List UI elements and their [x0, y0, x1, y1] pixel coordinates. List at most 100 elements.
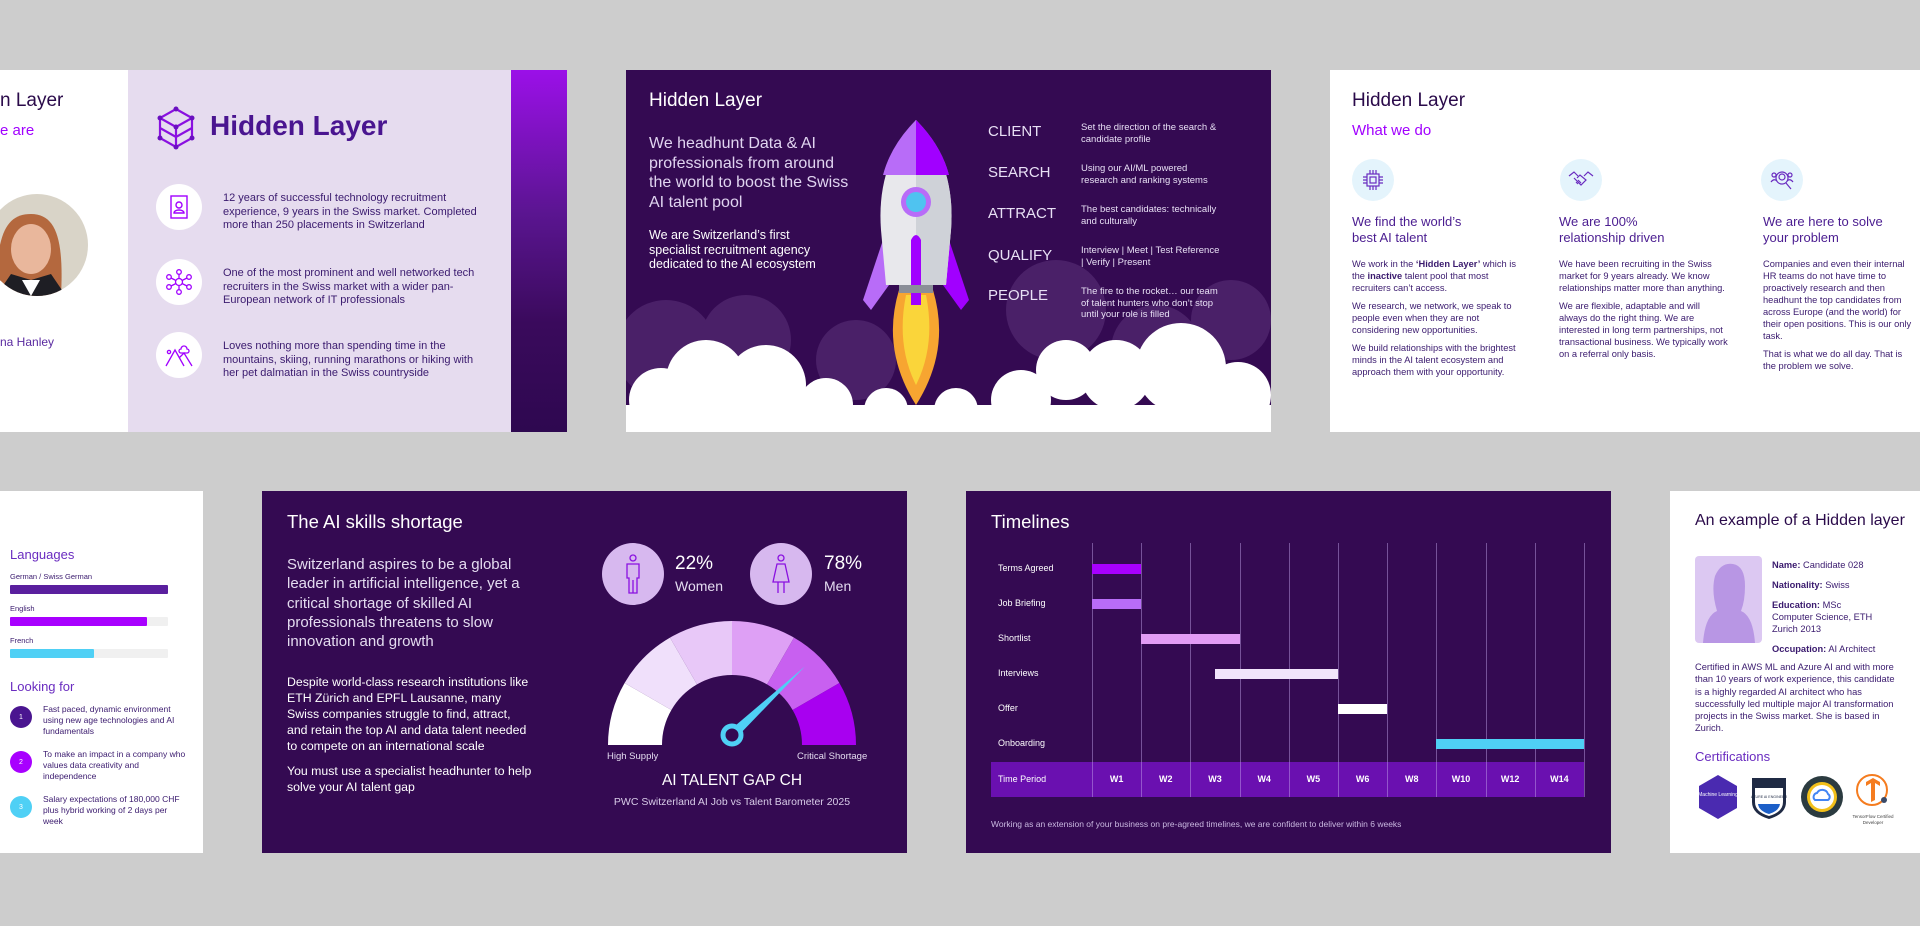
handshake-icon — [1560, 159, 1602, 201]
talent-gap-gauge — [608, 621, 856, 747]
candidate-bio: Certified in AWS ML and Azure AI and wit… — [1695, 662, 1895, 734]
column-body: Companies and even their internal HR team… — [1763, 258, 1913, 372]
slide-title: Hidden Layer — [649, 90, 763, 111]
number-badge: 2 — [10, 751, 32, 773]
slide-title: An example of a Hidden layer — [1695, 512, 1905, 529]
field-value: AI Architect — [1828, 644, 1876, 654]
heading-line: best AI talent — [1352, 230, 1428, 245]
task-label: Offer — [998, 703, 1018, 713]
time-period-band — [991, 762, 1584, 797]
week-label: W8 — [1405, 774, 1419, 784]
slide-title: Timelines — [991, 511, 1070, 532]
text: We work in the — [1352, 259, 1416, 269]
timeline-gantt-chart: Time Period W1 W2 W3 W4 W5 W6 W8 W10 W12 W14 Terms … — [966, 491, 1611, 811]
clouds-illustration — [626, 260, 1271, 432]
chip-icon — [1352, 159, 1394, 201]
timeline-footer: Working as an extension of your business… — [991, 819, 1402, 829]
heading-line: We find the world’s — [1352, 214, 1462, 229]
number-badge: 3 — [10, 796, 32, 818]
gauge-segment — [767, 637, 840, 710]
tensorflow-badge-icon: TensorFlow Certified Developer — [1848, 773, 1898, 826]
task-label: Terms Agreed — [998, 563, 1054, 573]
week-label: W1 — [1109, 774, 1124, 784]
field-key: Name: — [1772, 560, 1801, 570]
number: 2 — [19, 758, 23, 766]
field-key: Occupation: — [1772, 644, 1827, 654]
paragraph: We research, we network, we speak to peo… — [1352, 301, 1512, 335]
person-name: na Hanley — [0, 335, 55, 349]
heading-line: your problem — [1763, 230, 1839, 245]
slide-title: The AI skills shortage — [287, 511, 463, 532]
about-panel: Hidden Layer 12 years of successful tech… — [128, 70, 511, 432]
week-label: W2 — [1159, 774, 1173, 784]
paragraph: We are flexible, adaptable and will alwa… — [1559, 301, 1728, 359]
candidate-fields: Name: Candidate 028 Nationality: Swiss E… — [1772, 559, 1882, 655]
text: which is the — [1352, 259, 1516, 281]
gauge-needle-hub — [720, 723, 744, 747]
looking-for-title: Looking for — [10, 679, 75, 694]
grid-line — [1485, 543, 1487, 797]
rocket-illustration — [863, 120, 969, 405]
network-icon — [156, 259, 202, 305]
text-line: problem we solve. — [1778, 361, 1854, 371]
accent-bar — [511, 70, 567, 432]
grid-line — [1534, 543, 1536, 797]
number-badge: 1 — [10, 706, 32, 728]
about-point-text: 12 years of successful technology recrui… — [223, 192, 477, 231]
text-line: research and then headhunt the top — [1763, 283, 1885, 305]
task-label: Onboarding — [998, 738, 1046, 748]
profile-photo — [0, 194, 88, 296]
man-icon — [602, 543, 664, 605]
paragraph: Companies and even their internal HR team… — [1763, 258, 1913, 342]
heading-line: We are 100% — [1559, 214, 1638, 229]
text-line: candidates from across Europe (and — [1763, 295, 1902, 317]
stat-label: Women — [675, 578, 723, 594]
column-body: We work in the ‘Hidden Layer’ which is t… — [1352, 258, 1524, 378]
slide-title: n Layer — [0, 90, 64, 111]
task-bar — [1092, 564, 1142, 574]
step-desc: The fire to the rocket… our team of tale… — [1081, 286, 1218, 320]
grid-line — [1387, 543, 1389, 797]
slide-rocket: Hidden Layer We headhunt Data & AI profe… — [626, 70, 1271, 432]
contact-book-icon — [156, 184, 202, 230]
intro-paragraph: Switzerland aspires to be a global leade… — [287, 556, 520, 651]
field-value: Swiss — [1825, 580, 1850, 590]
gauge-segment — [732, 621, 794, 685]
about-point-text: One of the most prominent and well netwo… — [223, 267, 475, 306]
google-cloud-badge-icon — [1800, 775, 1844, 824]
text-line: Companies and even their internal HR — [1763, 259, 1905, 281]
grid-line — [1584, 543, 1585, 797]
language-bar-fill — [10, 617, 148, 626]
task-bar — [1092, 599, 1142, 609]
aws-ml-badge-icon: Machine Learning — [1697, 774, 1739, 825]
looking-for-item: To make an impact in a company who value… — [43, 749, 186, 781]
stat-value: 22% — [675, 553, 714, 574]
week-label: W5 — [1306, 774, 1321, 784]
slide-subtitle: e are — [0, 122, 35, 139]
stat-value: 78% — [824, 553, 863, 574]
slide-title: Hidden Layer — [1352, 90, 1466, 111]
slide-subtitle: What we do — [1352, 122, 1432, 139]
task-label: Shortlist — [998, 633, 1031, 643]
about-point-text: Loves nothing more than spending time in… — [223, 340, 474, 379]
language-bar-fill — [10, 649, 94, 658]
emphasis: inactive — [1367, 271, 1403, 281]
gauge-low-label: High Supply — [607, 751, 659, 762]
grid-line — [1092, 543, 1093, 797]
field-key: Nationality: — [1772, 580, 1823, 590]
language-label: English — [10, 604, 35, 613]
language-bar-fill — [10, 585, 168, 594]
field-name: Name: Candidate 028 — [1772, 559, 1882, 571]
field-nationality: Nationality: Swiss — [1772, 579, 1882, 591]
slide-skills-shortage: The AI skills shortage Switzerland aspir… — [262, 491, 907, 853]
cta-paragraph: You must use a specialist headhunter to … — [287, 764, 532, 794]
step-label: SEARCH — [988, 164, 1051, 181]
column-heading: We are here to solve your problem — [1763, 214, 1883, 246]
week-label: W12 — [1500, 774, 1520, 784]
paragraph: We have been recruiting in the Swiss mar… — [1559, 259, 1725, 293]
slide-timelines: Timelines Time Period W1 W2 W3 W4 W5 W6 W8 W10 W1… — [966, 491, 1611, 853]
week-label: W10 — [1451, 774, 1471, 784]
text-line: is our only task. — [1763, 319, 1912, 341]
number: 1 — [19, 713, 23, 721]
azure-ai-badge-icon: AZURE AI ENGINEER — [1749, 774, 1789, 825]
